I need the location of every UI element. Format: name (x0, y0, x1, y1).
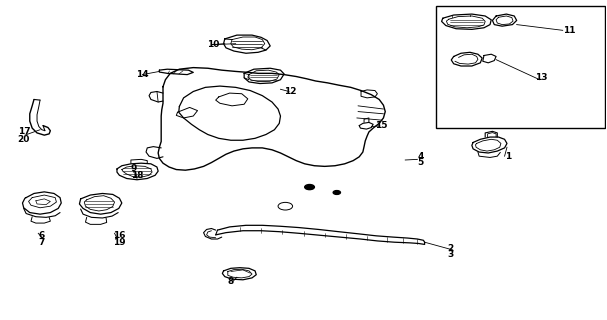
Text: 18: 18 (131, 171, 143, 180)
Text: 14: 14 (137, 70, 149, 79)
Text: 8: 8 (228, 277, 234, 286)
Text: 12: 12 (284, 87, 297, 96)
Text: 17: 17 (18, 127, 30, 136)
Circle shape (333, 191, 341, 195)
Text: 13: 13 (535, 73, 548, 82)
Text: 5: 5 (418, 158, 424, 167)
Text: 2: 2 (447, 244, 454, 253)
Text: 10: 10 (206, 40, 219, 49)
Text: 19: 19 (113, 238, 126, 247)
Text: 11: 11 (563, 26, 575, 35)
Text: 3: 3 (447, 251, 454, 260)
Text: 20: 20 (18, 135, 30, 144)
Text: 1: 1 (504, 152, 511, 161)
Circle shape (305, 185, 314, 190)
Text: 4: 4 (418, 152, 424, 161)
Text: 6: 6 (38, 231, 44, 240)
Text: 9: 9 (131, 164, 137, 173)
Text: 16: 16 (113, 231, 125, 240)
Text: 7: 7 (38, 238, 45, 247)
Text: 15: 15 (375, 121, 387, 130)
Bar (436, 6, 605, 128)
